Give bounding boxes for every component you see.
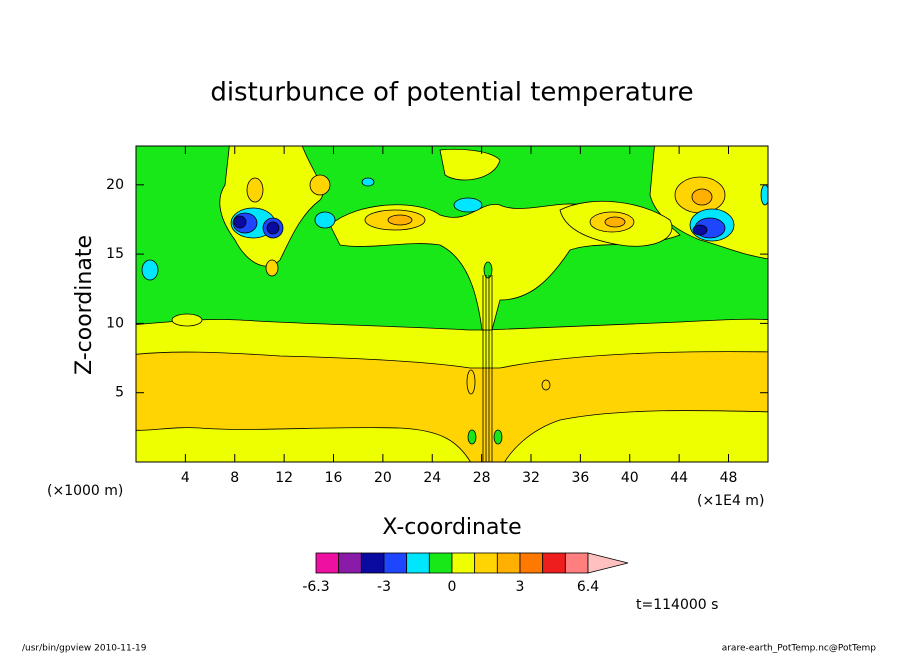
y-tick-label: 10 — [106, 315, 124, 331]
contour-region — [691, 188, 713, 206]
contour-region — [466, 369, 476, 395]
contour-region — [314, 211, 336, 229]
colorbar-box — [474, 552, 498, 574]
contour-region — [692, 224, 708, 236]
colorbar-box — [496, 552, 521, 574]
contour-region — [541, 379, 551, 391]
colorbar-box — [338, 552, 362, 574]
y-tick-label: 15 — [106, 246, 124, 262]
contour-region — [439, 148, 501, 181]
y-axis-label: Z-coordinate — [72, 235, 97, 375]
contour-region — [266, 221, 280, 235]
footer-left: /usr/bin/gpview 2010-11-19 — [22, 644, 147, 654]
footer-right: arare-earth_PotTemp.nc@PotTemp — [722, 644, 877, 654]
colorbar-box — [564, 552, 589, 574]
chart-title: disturbunce of potential temperature — [210, 78, 693, 108]
x-unit-label: (×1000 m) — [47, 483, 123, 499]
colorbar-box — [428, 552, 453, 574]
contour-field — [136, 146, 768, 462]
colorbar-tick-label: -6.3 — [302, 579, 329, 595]
x-tick-label: 20 — [374, 470, 392, 486]
contour-region — [467, 429, 477, 445]
x-tick-label: 28 — [473, 470, 491, 486]
y-tick-label: 5 — [115, 385, 124, 401]
contour-region — [387, 214, 413, 226]
contour-region — [309, 174, 331, 196]
x-tick-label: 16 — [325, 470, 343, 486]
contour-region — [453, 197, 483, 213]
x-tick-label: 12 — [275, 470, 293, 486]
colorbar-box — [519, 552, 544, 574]
y-tick-label: 20 — [106, 177, 124, 193]
colorbar-tick-label: 0 — [448, 579, 457, 595]
colorbar-box — [383, 552, 408, 574]
x-axis-label: X-coordinate — [382, 515, 521, 540]
contour-region — [171, 313, 203, 327]
x-tick-label: 36 — [571, 470, 589, 486]
contour-region — [246, 177, 264, 203]
colorbar-box — [315, 552, 340, 574]
colorbar-arrow — [587, 552, 629, 574]
contour-region — [604, 216, 626, 228]
colorbar-tick-label: 6.4 — [577, 579, 599, 595]
x-tick-label: 40 — [621, 470, 639, 486]
colorbar-tick-label: 3 — [516, 579, 525, 595]
x-tick-label: 4 — [181, 470, 190, 486]
x-unit-label-2: (×1E4 m) — [697, 493, 764, 509]
colorbar-box — [542, 552, 566, 574]
contour-region — [233, 215, 247, 229]
colorbar-box — [451, 552, 476, 574]
contour-region — [265, 259, 279, 277]
contour-region — [141, 259, 159, 281]
plot-frame — [135, 145, 769, 463]
contour-region — [483, 261, 493, 279]
x-tick-label: 48 — [720, 470, 738, 486]
x-tick-label: 8 — [230, 470, 239, 486]
x-tick-label: 32 — [522, 470, 540, 486]
colorbar-box — [360, 552, 385, 574]
contour-region — [361, 177, 375, 187]
x-tick-label: 44 — [670, 470, 688, 486]
colorbar-box — [406, 552, 430, 574]
contour-region — [136, 351, 768, 462]
time-label: t=114000 s — [636, 597, 718, 613]
colorbar-tick-label: -3 — [377, 579, 391, 595]
contour-region — [493, 429, 503, 445]
x-tick-label: 24 — [423, 470, 441, 486]
